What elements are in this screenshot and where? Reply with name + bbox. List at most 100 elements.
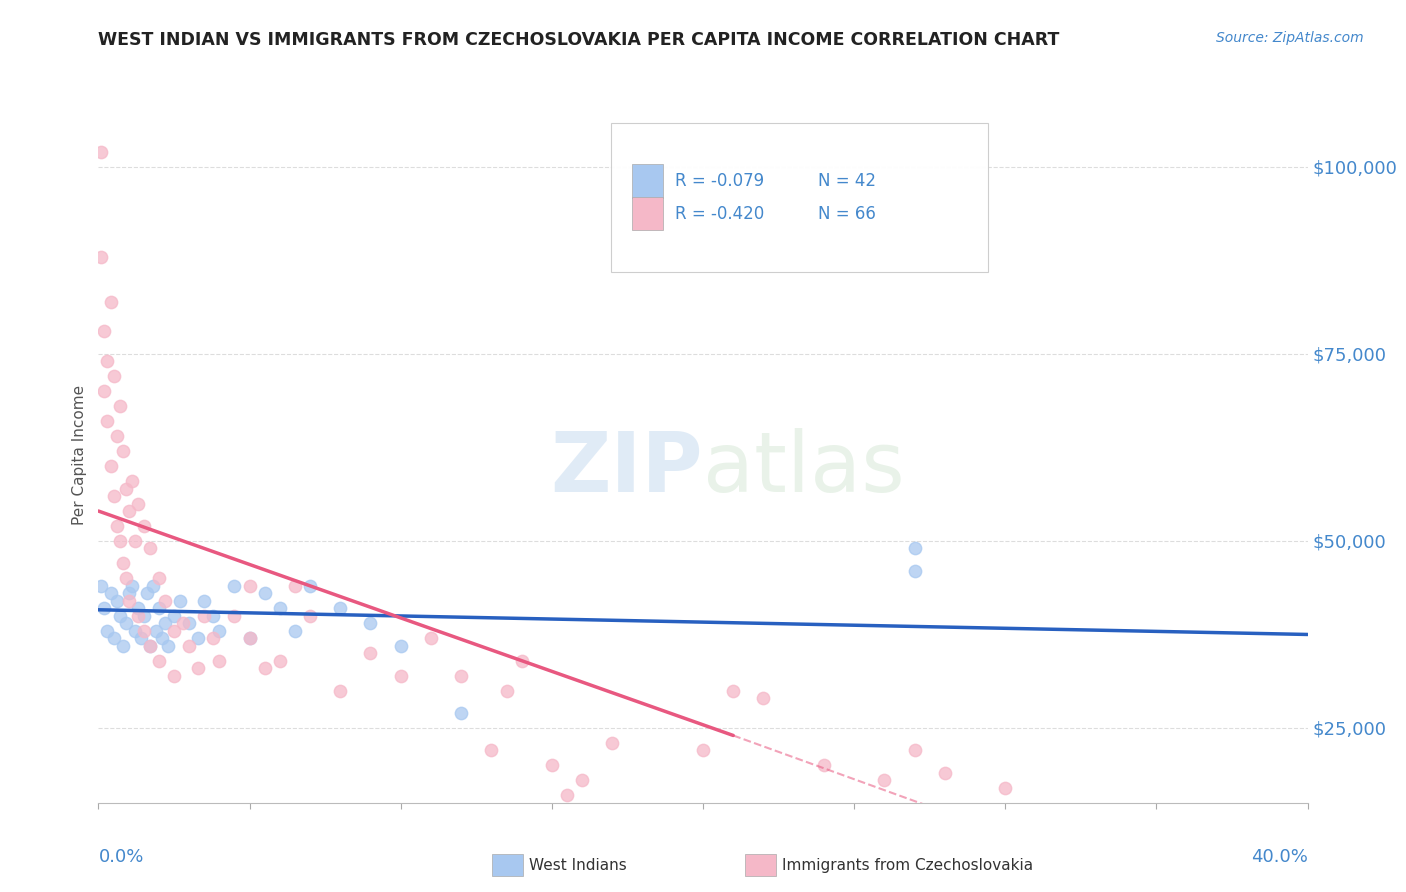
Point (299, 608, 322, 623)
Point (108, 608, 131, 623)
Text: WEST INDIAN VS IMMIGRANTS FROM CZECHOSLOVAKIA PER CAPITA INCOME CORRELATION CHAR: WEST INDIAN VS IMMIGRANTS FROM CZECHOSLO… (98, 31, 1060, 49)
Point (177, 639, 201, 653)
Point (132, 519, 155, 533)
Point (193, 594, 215, 608)
Point (139, 639, 162, 653)
Point (121, 579, 143, 593)
Point (208, 654, 231, 668)
Point (121, 474, 143, 488)
Point (202, 608, 225, 623)
Point (93, 325, 115, 339)
Point (103, 631, 125, 645)
Point (193, 608, 215, 623)
Point (114, 616, 136, 631)
Point (100, 459, 122, 474)
Point (721, 683, 744, 698)
Point (692, 743, 714, 757)
Point (96, 414, 118, 428)
Point (153, 616, 176, 631)
Point (111, 557, 134, 571)
Point (145, 624, 167, 638)
Point (360, 616, 382, 631)
Point (142, 579, 165, 593)
Point (163, 668, 186, 682)
Point (100, 294, 122, 309)
Text: Source: ZipAtlas.com: Source: ZipAtlas.com (1216, 31, 1364, 45)
Point (994, 780, 1017, 795)
Point (269, 654, 291, 668)
Point (752, 691, 775, 706)
Point (127, 608, 149, 623)
Text: R = -0.420: R = -0.420 (675, 204, 763, 222)
Point (510, 654, 533, 668)
Point (389, 639, 412, 653)
Point (139, 639, 162, 653)
Point (148, 571, 170, 585)
Y-axis label: Per Capita Income: Per Capita Income (72, 384, 87, 525)
Point (139, 541, 162, 556)
Point (904, 541, 927, 556)
Point (873, 773, 896, 788)
Point (172, 616, 194, 631)
Point (148, 654, 170, 668)
Point (239, 579, 262, 593)
Text: ZIP: ZIP (551, 428, 703, 509)
Point (90, 579, 112, 593)
Point (105, 429, 128, 443)
Text: 0.0%: 0.0% (98, 847, 143, 866)
Point (555, 789, 578, 803)
Point (111, 639, 134, 653)
Point (813, 758, 835, 772)
Point (481, 743, 503, 757)
Point (495, 683, 517, 698)
Point (269, 601, 291, 615)
Point (96, 624, 118, 638)
Point (103, 489, 125, 503)
Point (239, 631, 262, 645)
Point (208, 624, 231, 638)
Point (127, 601, 149, 615)
Point (132, 624, 155, 638)
Point (153, 594, 176, 608)
Point (299, 579, 322, 593)
Text: N = 66: N = 66 (818, 204, 876, 222)
Point (450, 706, 472, 720)
Point (118, 586, 141, 600)
Point (90, 250, 112, 264)
Point (284, 579, 307, 593)
Text: West Indians: West Indians (529, 858, 627, 872)
Text: Immigrants from Czechoslovakia: Immigrants from Czechoslovakia (782, 858, 1033, 872)
Point (93, 601, 115, 615)
Point (239, 631, 262, 645)
Point (127, 497, 149, 511)
Point (540, 758, 562, 772)
Point (571, 773, 593, 788)
Text: 40.0%: 40.0% (1251, 847, 1308, 866)
Point (129, 631, 152, 645)
Point (187, 631, 209, 645)
Point (389, 668, 412, 682)
Point (904, 564, 927, 578)
Text: R = -0.079: R = -0.079 (675, 172, 763, 190)
Point (96, 354, 118, 368)
Point (132, 608, 155, 623)
Point (253, 586, 276, 600)
Point (602, 736, 624, 750)
Point (419, 631, 441, 645)
Point (224, 608, 246, 623)
Point (163, 608, 186, 623)
Point (224, 579, 246, 593)
Point (202, 631, 225, 645)
Point (124, 624, 146, 638)
Point (105, 594, 128, 608)
Point (187, 661, 209, 675)
Point (111, 444, 134, 458)
Point (329, 683, 352, 698)
Point (118, 594, 141, 608)
Point (904, 743, 927, 757)
Point (100, 586, 122, 600)
Point (934, 765, 956, 780)
Text: atlas: atlas (703, 428, 904, 509)
Point (124, 533, 146, 548)
Point (114, 482, 136, 496)
